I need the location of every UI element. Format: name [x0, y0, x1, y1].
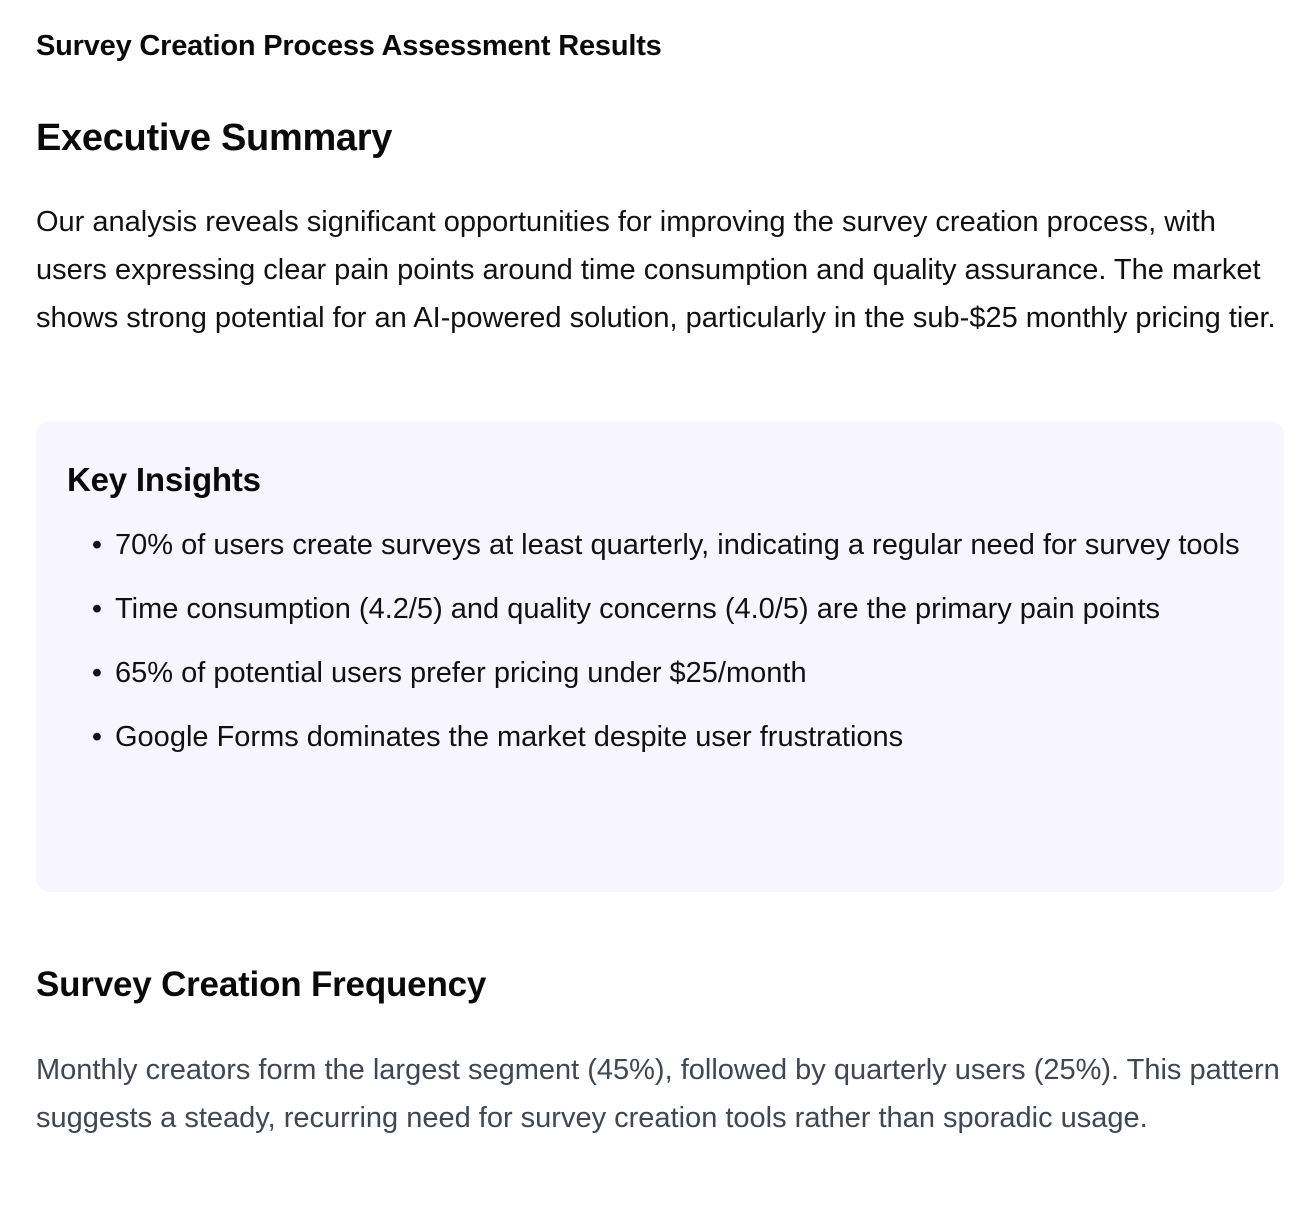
- bullet-icon: •: [91, 721, 103, 753]
- key-insights-panel: Key Insights • 70% of users create surve…: [36, 421, 1284, 892]
- insight-text: 65% of potential users prefer pricing un…: [115, 657, 807, 689]
- key-insights-heading: Key Insights: [67, 461, 261, 498]
- insight-text: Google Forms dominates the market despit…: [115, 721, 904, 753]
- frequency-heading: Survey Creation Frequency: [36, 965, 487, 1004]
- bullet-icon: •: [91, 529, 103, 561]
- executive-summary-heading: Executive Summary: [36, 117, 393, 159]
- bullet-icon: •: [91, 593, 103, 625]
- executive-summary-paragraph: Our analysis reveals significant opportu…: [36, 206, 1276, 334]
- list-item: • Google Forms dominates the market desp…: [92, 713, 1254, 761]
- bullet-icon: •: [91, 657, 103, 689]
- document-title: Survey Creation Process Assessment Resul…: [36, 30, 662, 62]
- list-item: • 65% of potential users prefer pricing …: [92, 649, 1254, 697]
- insight-text: Time consumption (4.2/5) and quality con…: [115, 593, 1161, 625]
- list-item: • Time consumption (4.2/5) and quality c…: [92, 585, 1254, 633]
- list-item: • 70% of users create surveys at least q…: [92, 521, 1254, 569]
- insight-text: 70% of users create surveys at least qua…: [115, 529, 1240, 561]
- frequency-paragraph: Monthly creators form the largest segmen…: [36, 1054, 1280, 1134]
- key-insights-list: • 70% of users create surveys at least q…: [67, 521, 1254, 761]
